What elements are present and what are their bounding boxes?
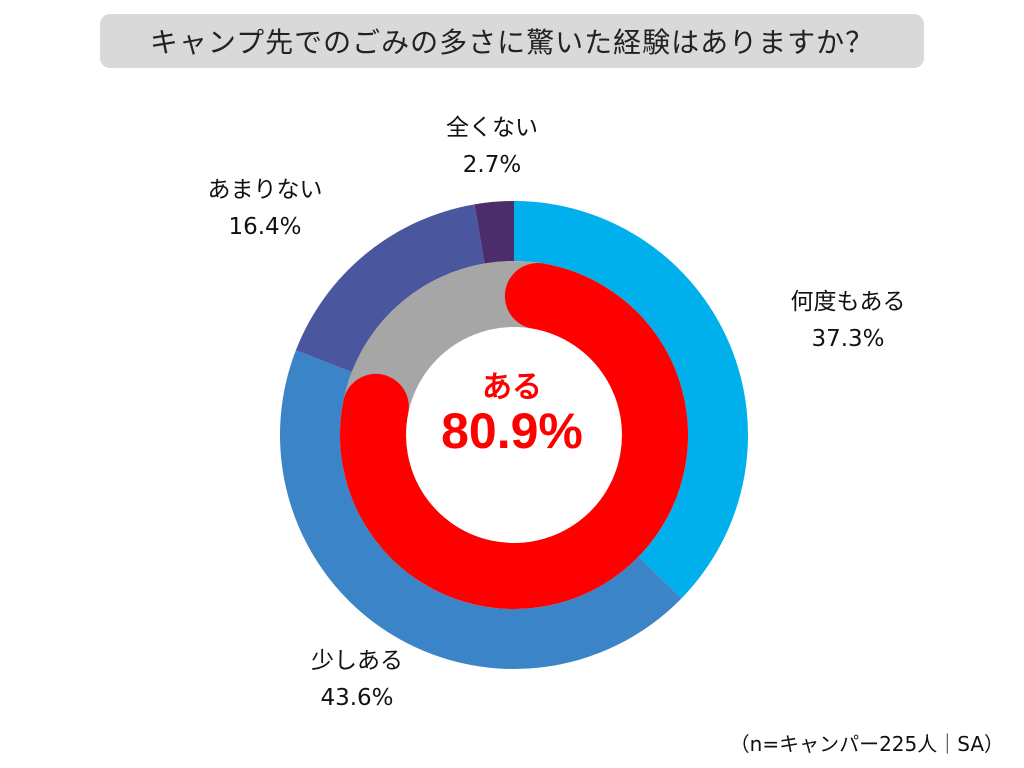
slice-label-value: 16.4% xyxy=(228,214,302,240)
slice-label-name: あまりない xyxy=(207,177,323,203)
center-value: 80.9% xyxy=(441,403,583,459)
slice-label-value: 43.6% xyxy=(320,685,394,711)
outer-slice-3 xyxy=(474,201,514,264)
slice-label-value: 2.7% xyxy=(462,152,522,178)
slice-label-nando-mo-aru: 何度もある 37.3% xyxy=(791,284,906,358)
slice-label-amari-nai: あまりない 16.4% xyxy=(208,172,323,246)
slice-label-name: 全くない xyxy=(446,115,538,141)
outer-slice-1 xyxy=(280,350,682,669)
outer-slice-0 xyxy=(514,201,748,599)
title-box: キャンプ先でのごみの多さに驚いた経験はありますか？ xyxy=(100,14,924,68)
center-word: ある xyxy=(482,370,542,405)
slice-label-name: 少しある xyxy=(311,648,403,674)
outer-slice-2 xyxy=(295,204,485,372)
sample-note: （n=キャンパー225人｜SA） xyxy=(729,732,1004,756)
chart-title: キャンプ先でのごみの多さに驚いた経験はありますか？ xyxy=(149,26,875,59)
center-hole xyxy=(407,328,621,542)
slice-label-sukoshi-aru: 少しある 43.6% xyxy=(311,643,403,717)
slice-label-name: 何度もある xyxy=(790,289,906,315)
slice-label-mattaku-nai: 全くない 2.7% xyxy=(446,110,538,184)
slice-label-value: 37.3% xyxy=(811,326,885,352)
inner-slice-aru xyxy=(340,263,688,609)
